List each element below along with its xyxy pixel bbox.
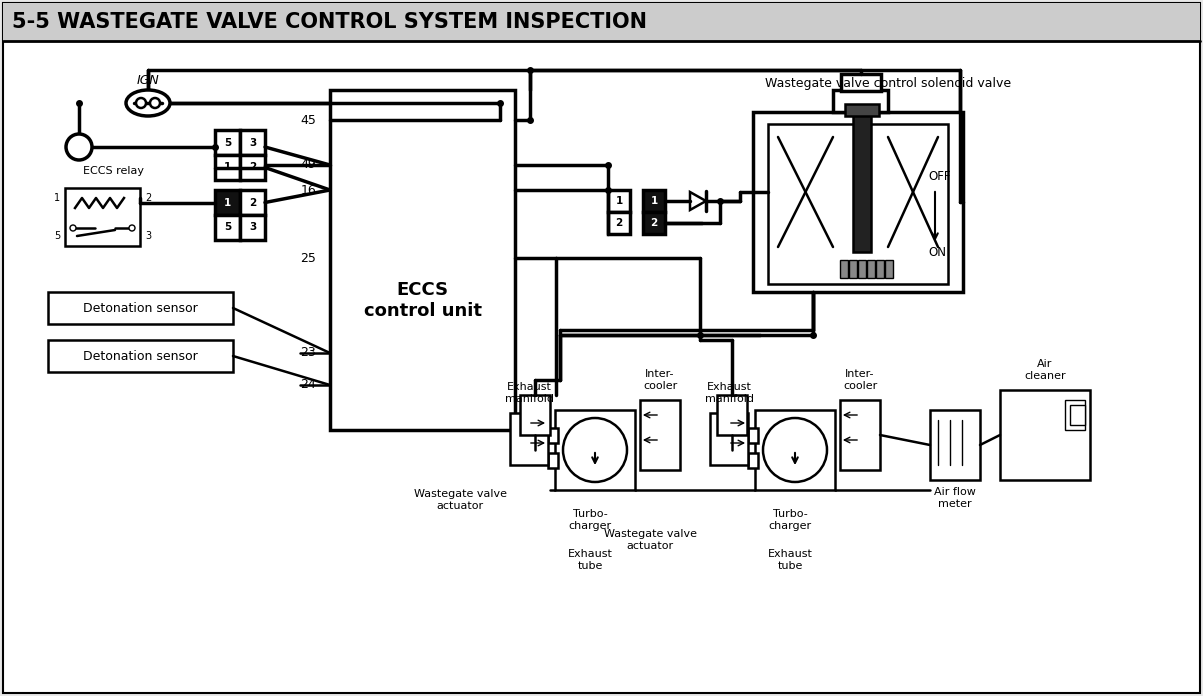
Text: Exhaust
tube: Exhaust tube: [768, 549, 812, 571]
Circle shape: [150, 98, 160, 108]
Text: Inter-
cooler: Inter- cooler: [843, 369, 877, 390]
Bar: [876, 260, 884, 278]
Text: ECCS
control unit: ECCS control unit: [363, 281, 481, 320]
Bar: [748, 453, 758, 468]
Text: 2: 2: [249, 198, 256, 207]
Text: 3: 3: [249, 138, 256, 148]
Bar: [867, 260, 875, 278]
Text: 2: 2: [651, 218, 658, 228]
Bar: [510, 413, 549, 465]
Bar: [555, 410, 635, 490]
Circle shape: [66, 134, 91, 160]
Circle shape: [136, 98, 146, 108]
Bar: [840, 260, 848, 278]
Text: Air flow
meter: Air flow meter: [934, 487, 976, 509]
Circle shape: [763, 418, 826, 482]
Text: Detonation sensor: Detonation sensor: [83, 301, 197, 315]
Bar: [640, 400, 680, 470]
Ellipse shape: [126, 90, 170, 116]
Bar: [853, 107, 871, 252]
Text: Inter-
cooler: Inter- cooler: [642, 369, 677, 390]
Bar: [1065, 400, 1085, 430]
Text: ON: ON: [928, 246, 946, 258]
Circle shape: [129, 225, 135, 231]
Bar: [840, 400, 881, 470]
Text: Wastegate valve
actuator: Wastegate valve actuator: [604, 529, 697, 551]
Text: Turbo-
charger: Turbo- charger: [569, 509, 611, 531]
Bar: [755, 410, 835, 490]
Bar: [215, 190, 241, 215]
Circle shape: [563, 418, 627, 482]
Bar: [1069, 405, 1085, 425]
Text: 1: 1: [616, 196, 623, 206]
Bar: [241, 155, 265, 180]
Bar: [241, 130, 265, 155]
Bar: [845, 104, 879, 116]
Bar: [608, 190, 630, 212]
Bar: [549, 453, 558, 468]
Text: Wastegate valve control solenoid valve: Wastegate valve control solenoid valve: [765, 77, 1011, 90]
Text: 5: 5: [224, 223, 231, 232]
Bar: [241, 215, 265, 240]
Bar: [520, 395, 550, 435]
Bar: [2, 3, 1201, 41]
Text: Turbo-
charger: Turbo- charger: [769, 509, 812, 531]
Bar: [832, 90, 888, 112]
Bar: [717, 395, 747, 435]
Bar: [1000, 390, 1090, 480]
Bar: [330, 90, 515, 430]
Bar: [215, 155, 241, 180]
Text: Wastegate valve
actuator: Wastegate valve actuator: [414, 489, 506, 511]
Bar: [768, 124, 948, 284]
Text: 2: 2: [144, 193, 152, 203]
Text: 1: 1: [54, 193, 60, 203]
Bar: [753, 112, 962, 292]
Text: 16: 16: [301, 184, 316, 196]
Text: 2: 2: [616, 218, 623, 228]
Bar: [65, 188, 140, 246]
Text: 49: 49: [301, 159, 316, 171]
Text: Exhaust
manifold: Exhaust manifold: [705, 382, 753, 404]
Text: Exhaust
manifold: Exhaust manifold: [504, 382, 553, 404]
Text: 3: 3: [249, 223, 256, 232]
Bar: [748, 428, 758, 443]
Text: Oil
↓: Oil ↓: [800, 444, 814, 466]
Bar: [215, 130, 241, 155]
Text: +: +: [72, 139, 85, 155]
Text: OFF: OFF: [928, 171, 950, 184]
Bar: [642, 212, 665, 234]
Bar: [608, 212, 630, 234]
Text: 25: 25: [300, 251, 316, 264]
Bar: [885, 260, 893, 278]
Bar: [930, 410, 980, 480]
Bar: [849, 260, 857, 278]
Bar: [48, 340, 233, 372]
Bar: [48, 292, 233, 324]
Text: 1: 1: [224, 162, 231, 173]
Bar: [710, 413, 748, 465]
Text: 1: 1: [651, 196, 658, 206]
Text: 2: 2: [249, 162, 256, 173]
Text: 5-5 WASTEGATE VALVE CONTROL SYSTEM INSPECTION: 5-5 WASTEGATE VALVE CONTROL SYSTEM INSPE…: [12, 12, 647, 32]
Bar: [858, 260, 866, 278]
Bar: [841, 74, 881, 91]
Bar: [549, 428, 558, 443]
Bar: [241, 190, 265, 215]
Text: IGN: IGN: [137, 74, 159, 88]
Bar: [215, 215, 241, 240]
Text: 5: 5: [54, 231, 60, 241]
Text: 5: 5: [224, 138, 231, 148]
Text: Oil
↓: Oil ↓: [600, 444, 614, 466]
Text: Detonation sensor: Detonation sensor: [83, 349, 197, 363]
Text: ECCS relay: ECCS relay: [83, 166, 144, 176]
Text: 23: 23: [301, 347, 316, 360]
Text: 1: 1: [224, 198, 231, 207]
Text: 3: 3: [144, 231, 152, 241]
Bar: [642, 190, 665, 212]
Circle shape: [70, 225, 76, 231]
Text: 24: 24: [301, 379, 316, 391]
Text: 45: 45: [300, 113, 316, 127]
Text: Air
cleaner: Air cleaner: [1024, 359, 1066, 381]
Text: Exhaust
tube: Exhaust tube: [568, 549, 612, 571]
